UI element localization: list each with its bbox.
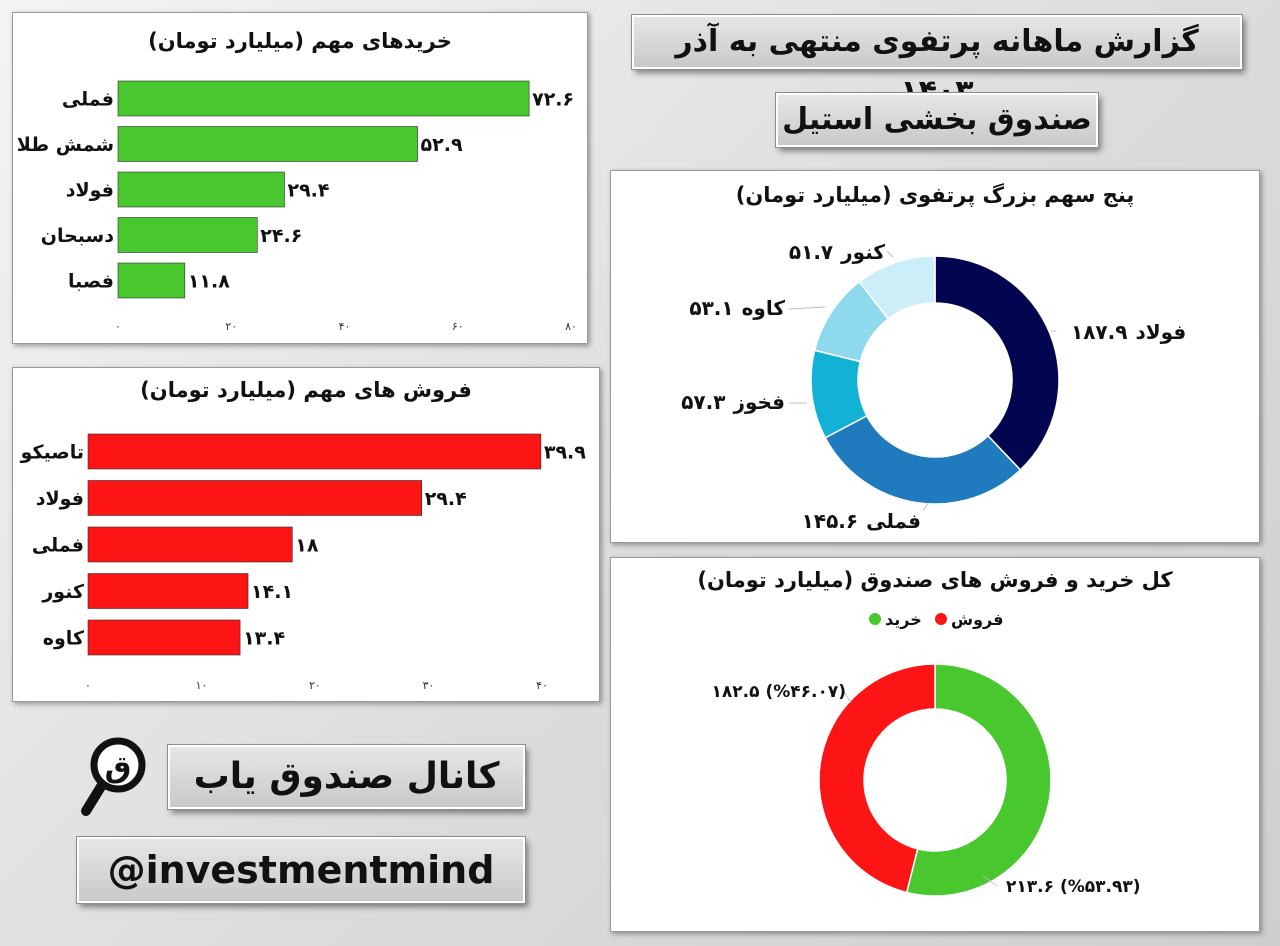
category-label: فملی: [62, 89, 114, 111]
value-label: ۱۸: [295, 535, 319, 557]
value-label: ۵۲.۹: [421, 134, 463, 156]
bar: [87, 526, 293, 563]
slice-value: ۱۴۵.۶: [802, 509, 858, 533]
slice-name: کاوه: [742, 296, 786, 320]
sells-chart-panel: فروش های مهم (میلیارد تومان) تاصیکو ۳۹.۹ ف…: [12, 367, 600, 702]
channel-handle: @investmentmind: [107, 848, 495, 892]
slice-value: ۱۸۲.۵: [711, 682, 759, 702]
value-label: ۳۹.۹: [544, 442, 586, 464]
donut-slice: [858, 255, 936, 321]
category-label: شمش طلا: [17, 134, 114, 156]
legend-marker-sell: [935, 613, 947, 625]
x-tick-label: ۴۰: [536, 679, 548, 692]
bar: [87, 480, 422, 516]
category-label: کاوه: [43, 628, 85, 650]
x-tick-label: ۰: [85, 679, 91, 692]
category-label: فولاد: [66, 180, 114, 202]
slice-value: ۵۳.۱: [689, 296, 733, 320]
bar: [117, 80, 530, 117]
slice-value: ۵۱.۷: [789, 240, 833, 264]
slice-name: فخوز: [732, 390, 785, 414]
slice-percent: (%۴۶.۰۷): [765, 682, 846, 702]
slice-name: کنور: [840, 240, 885, 264]
x-tick-label: ۲۰: [225, 320, 237, 333]
channel-name: کانال صندوق یاب: [193, 756, 500, 797]
donut-slice: [905, 663, 1052, 897]
value-label: ۱۴.۱: [251, 581, 293, 603]
buys-chart-title: خریدهای مهم (میلیارد تومان): [148, 29, 452, 53]
slice-label: ۱۸۷.۹ فولاد: [1071, 320, 1186, 344]
bar: [117, 217, 258, 253]
value-label: ۲۴.۶: [260, 225, 302, 247]
category-label: فصبا: [68, 271, 114, 293]
x-tick-label: ۶۰: [452, 320, 464, 333]
top5-chart-svg: ۱۸۷.۹ فولاد ۱۴۵.۶ فملی ۵۷.۳ فخوز ۵۳.۱ کاوه ۵۱.۷ ک…: [681, 240, 1186, 533]
donut-slice: [934, 255, 1060, 471]
x-tick-label: ۳۰: [423, 679, 435, 692]
buys-chart-panel: خریدهای مهم (میلیارد تومان) فملی ۷۲.۶ شمش …: [12, 12, 588, 344]
value-label: ۱۳.۴: [243, 628, 285, 650]
handle-banner: @investmentmind: [76, 836, 526, 904]
buy-sell-chart-panel: کل خرید و فروش های صندوق (میلیارد تومان)…: [610, 557, 1260, 932]
value-label: ۱۱.۸: [188, 271, 230, 293]
legend-label-sell: فروش: [951, 610, 1003, 629]
top5-chart-panel: پنج سهم بزرگ پرتفوی (میلیارد تومان) ۱۸۷.…: [610, 170, 1260, 543]
category-label: دسبحان: [41, 225, 114, 247]
magnifier-logo-icon: ق: [81, 737, 146, 816]
buys-chart-svg: فملی ۷۲.۶ شمش طلا ۵۲.۹ فولاد ۲۹.۴ دسبحان ۲۴.۶ فص…: [17, 80, 577, 333]
leader-line: [922, 502, 929, 512]
slice-label: ۱۴۵.۶ فملی: [802, 509, 921, 533]
sells-chart-title: فروش های مهم (میلیارد تومان): [140, 378, 472, 402]
value-label: ۲۹.۴: [287, 180, 329, 202]
slice-value: ۱۸۷.۹: [1071, 320, 1127, 344]
x-tick-label: ۰: [115, 320, 121, 333]
slice-label: ۵۳.۱ کاوه: [689, 296, 785, 320]
leader-line: [982, 875, 998, 887]
bar: [87, 619, 241, 656]
category-label: فولاد: [36, 488, 84, 510]
category-label: تاصیکو: [20, 442, 84, 464]
slice-name: فملی: [866, 509, 921, 533]
svg-text:ق: ق: [105, 750, 132, 785]
fund-name: صندوق بخشی استیل: [782, 102, 1092, 137]
bar: [117, 262, 186, 299]
fund-name-banner: صندوق بخشی استیل: [775, 92, 1099, 148]
slice-value: ۵۷.۳: [681, 390, 725, 414]
bar: [87, 573, 249, 609]
x-tick-label: ۸۰: [565, 320, 577, 333]
leader-line: [886, 250, 894, 258]
leader-line: [842, 689, 852, 704]
slice-label: ۵۷.۳ فخوز: [681, 390, 785, 414]
report-title: گزارش ماهانه پرتفوی منتهی به آذر ۱۴۰۳: [675, 24, 1199, 109]
legend-marker-buy: [869, 613, 881, 625]
sells-chart-svg: تاصیکو ۳۹.۹ فولاد ۲۹.۴ فملی ۱۸ کنور ۱۴.۱ کاوه ۱۳.…: [20, 433, 586, 692]
bar: [117, 171, 285, 208]
category-label: کنور: [41, 581, 85, 603]
legend-label-buy: خرید: [885, 610, 922, 629]
slice-percent: (%۵۳.۹۳): [1060, 877, 1141, 897]
leader-line: [788, 306, 826, 310]
slice-label: ۵۱.۷ کنور: [789, 240, 885, 264]
value-label: ۷۲.۶: [532, 89, 574, 111]
value-label: ۲۹.۴: [425, 488, 467, 510]
slice-name: فولاد: [1135, 320, 1186, 344]
bar: [117, 126, 418, 162]
top5-chart-title: پنج سهم بزرگ پرتفوی (میلیارد تومان): [735, 183, 1135, 207]
buy-sell-chart-svg: فروش خرید ۲۱۳.۶ (%۵۳.۹۳) ۱۸۲.۵ (%۴۶.۰۷): [711, 610, 1141, 897]
slice-label: ۲۱۳.۶ (%۵۳.۹۳): [1006, 877, 1141, 897]
buy-sell-chart-title: کل خرید و فروش های صندوق (میلیارد تومان): [697, 568, 1173, 592]
category-label: فملی: [32, 535, 84, 557]
x-tick-label: ۱۰: [196, 679, 208, 692]
x-tick-label: ۴۰: [339, 320, 351, 333]
slice-value: ۲۱۳.۶: [1006, 877, 1054, 897]
report-title-banner: گزارش ماهانه پرتفوی منتهی به آذر ۱۴۰۳: [631, 14, 1243, 109]
slice-label: ۱۸۲.۵ (%۴۶.۰۷): [711, 682, 846, 702]
donut-slice: [818, 663, 936, 894]
donut-slice: [824, 414, 1022, 505]
channel-name-banner: کانال صندوق یاب: [167, 744, 526, 810]
x-tick-label: ۲۰: [309, 679, 321, 692]
bar: [87, 433, 542, 470]
